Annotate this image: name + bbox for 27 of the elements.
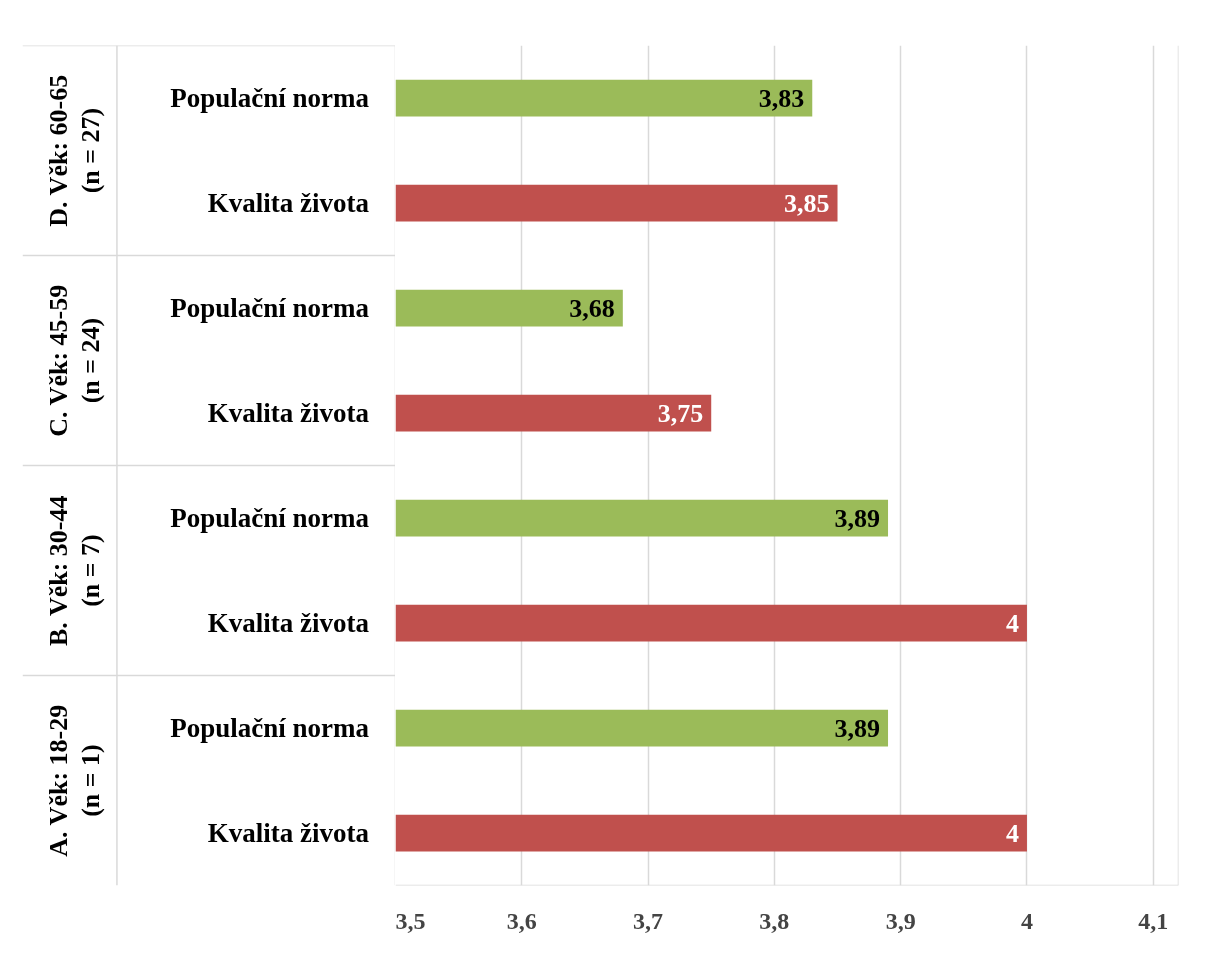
text: A. Věk: 18-29 (n = 1)	[43, 704, 105, 857]
data-label: 3,83	[758, 83, 805, 113]
x-tick-label: 3,6	[506, 907, 537, 934]
data-label: 3,75	[657, 398, 704, 428]
x-tick-label: 4,1	[1138, 907, 1169, 934]
text: D. Věk: 60-65 (n = 27)	[43, 74, 105, 227]
y-tick-label: Kvalita života	[207, 608, 370, 638]
x-tick-label: 3,7	[633, 907, 664, 934]
y-tick-label: Kvalita života	[207, 818, 370, 848]
x-tick-label: 3,9	[885, 907, 916, 934]
data-label: 3,89	[834, 713, 881, 743]
data-label: 4	[1005, 818, 1019, 848]
y-tick-label: Populační norma	[170, 713, 370, 743]
text: C. Věk: 45-59 (n = 24)	[43, 284, 105, 437]
data-label: 3,85	[784, 188, 830, 218]
text: B. Věk: 30-44 (n = 7)	[43, 495, 105, 646]
x-tick-label: 4	[1020, 907, 1033, 934]
y-tick-label: Populační norma	[170, 293, 370, 323]
data-label: 4	[1005, 608, 1019, 638]
x-tick-label: 3,5	[395, 907, 426, 934]
y-tick-label: Kvalita života	[207, 188, 370, 218]
y-tick-label: Populační norma	[170, 83, 370, 113]
y-tick-label: Kvalita života	[207, 398, 370, 428]
data-label: 3,68	[569, 293, 615, 323]
data-label: 3,89	[834, 503, 881, 533]
x-tick-label: 3,8	[759, 907, 790, 934]
y-tick-label: Populační norma	[170, 503, 370, 533]
